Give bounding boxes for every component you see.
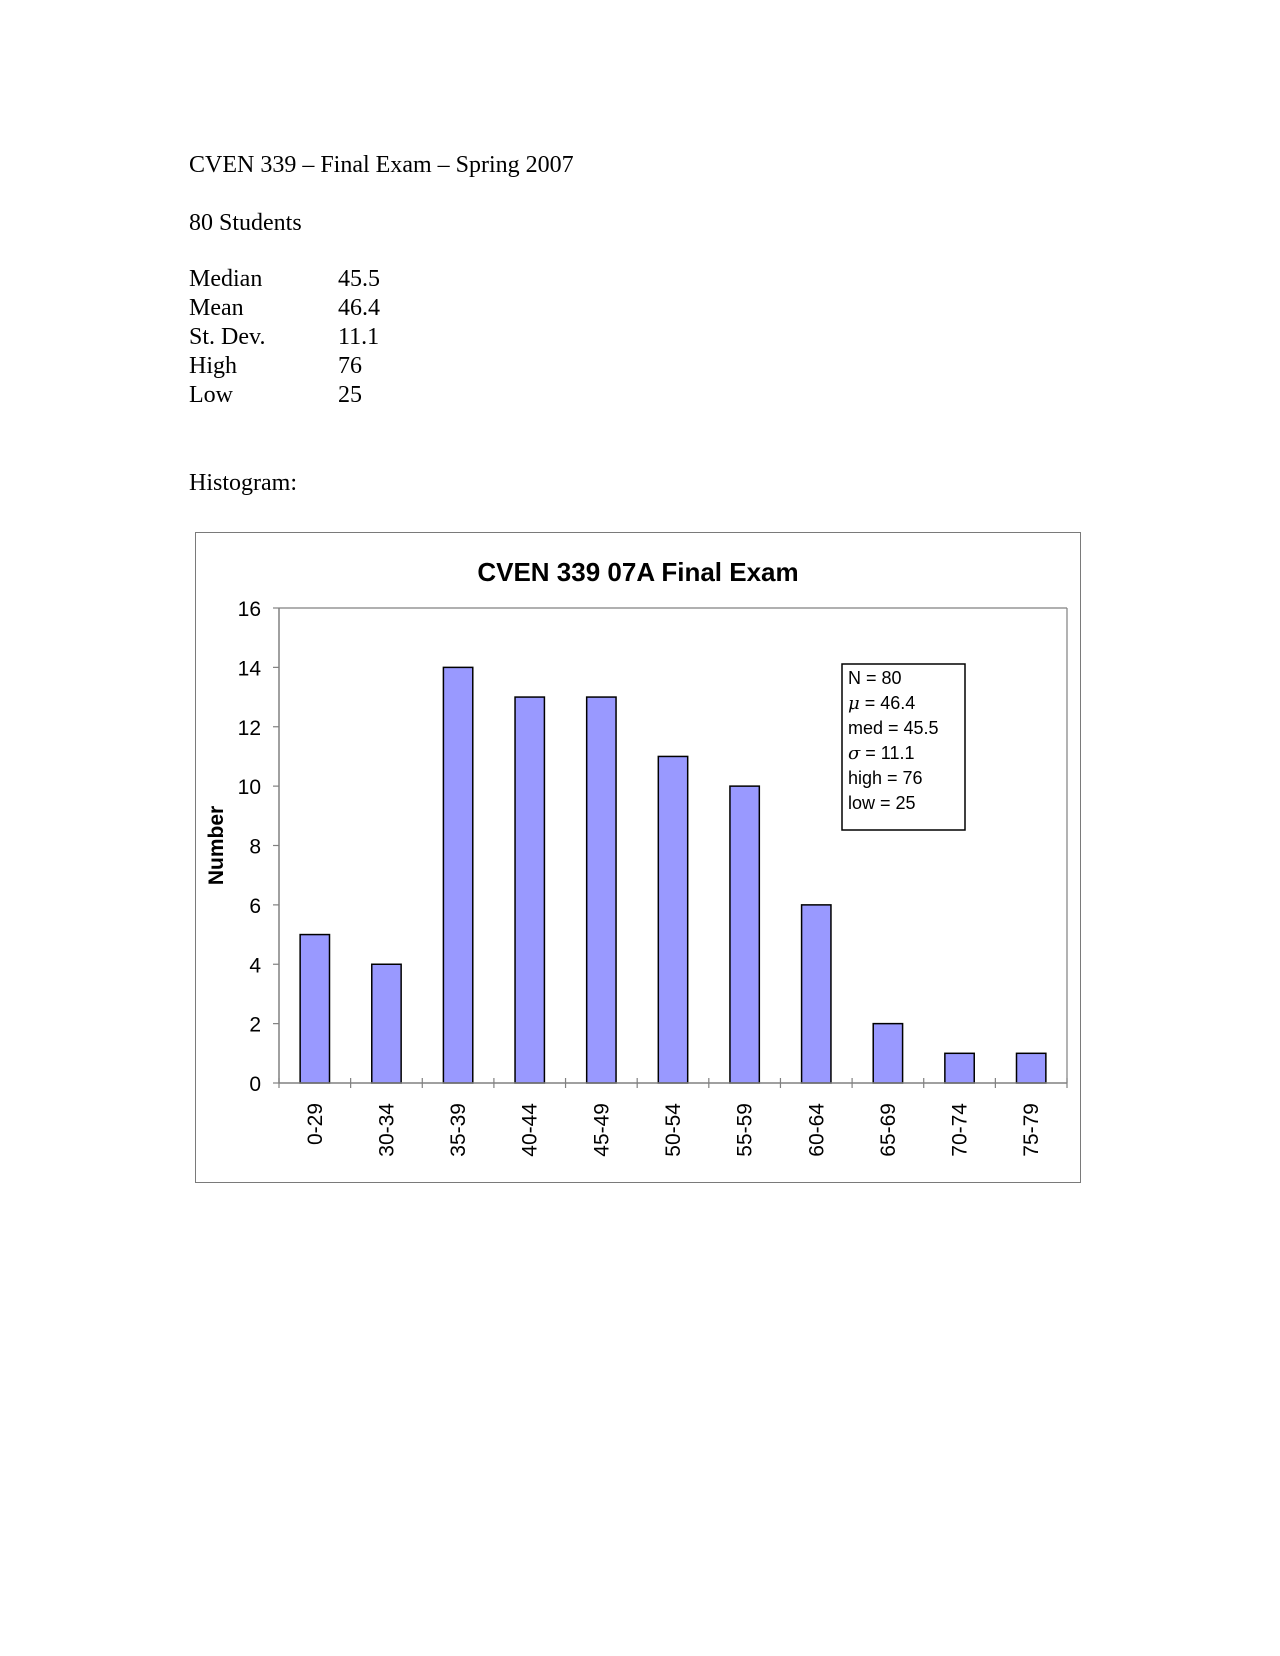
stat-label: Low <box>189 382 233 408</box>
y-axis-label: Number <box>205 806 228 885</box>
y-tick-label: 14 <box>238 657 262 680</box>
histogram-bar <box>800 904 832 1084</box>
histogram-bar <box>514 696 546 1084</box>
annotation-line: low = 25 <box>848 793 916 813</box>
stat-label: Median <box>189 266 263 292</box>
stat-row-mean: Mean 46.4 <box>189 294 418 323</box>
annotation-line: high = 76 <box>848 768 923 788</box>
annotation-line: σ = 11.1 <box>848 743 915 764</box>
y-tick-label: 12 <box>238 717 261 740</box>
x-tick-label: 70-74 <box>949 1103 972 1157</box>
stat-row-st-dev: St. Dev. 11.1 <box>189 323 418 352</box>
histogram-bar <box>1015 1052 1047 1084</box>
x-tick-label: 60-64 <box>805 1103 828 1157</box>
histogram-bar <box>944 1052 975 1084</box>
y-tick-label: 2 <box>249 1014 261 1037</box>
x-tick-label: 35-39 <box>447 1103 470 1157</box>
stat-value: 76 <box>338 353 362 379</box>
x-tick-label: 50-54 <box>662 1103 685 1157</box>
histogram-bar <box>657 755 689 1084</box>
y-tick-label: 10 <box>238 776 261 799</box>
histogram-bar <box>299 933 331 1084</box>
histogram-heading: Histogram: <box>189 470 297 496</box>
x-tick-label: 75-79 <box>1020 1103 1043 1157</box>
stat-label: High <box>189 353 237 379</box>
x-tick-label: 55-59 <box>734 1103 757 1157</box>
histogram-bar <box>585 696 617 1084</box>
stat-label: Mean <box>189 295 244 321</box>
histogram-bar <box>729 785 761 1084</box>
histogram-bar <box>872 1022 904 1084</box>
stats-table: Median 45.5 Mean 46.4 St. Dev. 11.1 High… <box>189 265 418 410</box>
histogram-chart: CVEN 339 07A Final Exam Number 0 2 4 6 8 10 12 14… <box>205 557 1068 1157</box>
x-tick-label: 30-34 <box>375 1103 398 1157</box>
stat-value: 46.4 <box>338 295 380 321</box>
histogram-bar <box>371 963 402 1084</box>
x-tick-label: 40-44 <box>519 1103 542 1157</box>
stat-value: 11.1 <box>338 324 380 350</box>
stat-row-high: High 76 <box>189 352 418 381</box>
y-tick-label: 4 <box>249 954 261 977</box>
stats-annotation-box <box>841 663 966 831</box>
annotation-line: med = 45.5 <box>848 718 939 738</box>
histogram-bar <box>442 666 474 1084</box>
x-tick-label: 65-69 <box>877 1103 900 1157</box>
student-count: 80 Students <box>189 210 302 236</box>
x-tick-label: 0-29 <box>304 1103 327 1145</box>
stat-row-low: Low 25 <box>189 381 418 410</box>
annotation-line: μ = 46.4 <box>848 693 915 714</box>
y-tick-label: 6 <box>249 895 261 918</box>
document-title: CVEN 339 – Final Exam – Spring 2007 <box>189 152 574 178</box>
stat-label: St. Dev. <box>189 324 266 350</box>
stat-row-median: Median 45.5 <box>189 265 418 294</box>
chart-frame: CVEN 339 07A Final Exam Number 0 2 4 6 8 10 12 14… <box>195 532 1081 1183</box>
chart-title: CVEN 339 07A Final Exam <box>477 557 798 587</box>
stat-value: 45.5 <box>338 266 380 292</box>
stat-value: 25 <box>338 382 362 408</box>
y-tick-label: 16 <box>238 598 261 621</box>
annotation-line: N = 80 <box>848 668 902 688</box>
y-tick-label: 8 <box>249 836 261 859</box>
y-tick-label: 0 <box>249 1073 261 1096</box>
x-tick-label: 45-49 <box>590 1103 613 1157</box>
